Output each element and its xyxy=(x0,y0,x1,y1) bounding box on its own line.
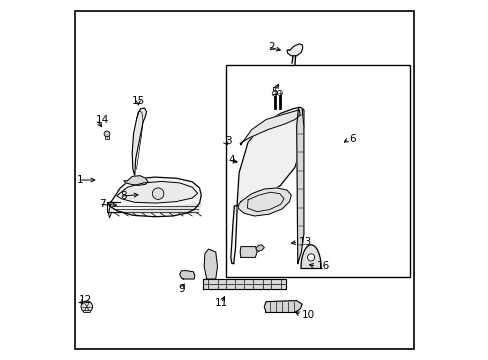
Polygon shape xyxy=(238,188,291,216)
Text: 7: 7 xyxy=(99,199,105,210)
Circle shape xyxy=(272,91,277,96)
Polygon shape xyxy=(132,108,146,176)
Bar xyxy=(104,136,109,139)
Polygon shape xyxy=(301,245,321,268)
Circle shape xyxy=(307,254,314,261)
Polygon shape xyxy=(256,245,264,251)
Polygon shape xyxy=(230,107,303,264)
Circle shape xyxy=(104,131,110,137)
Text: 9: 9 xyxy=(178,284,184,294)
Text: 5: 5 xyxy=(270,87,277,97)
Polygon shape xyxy=(117,181,197,203)
Polygon shape xyxy=(108,177,201,217)
Polygon shape xyxy=(123,176,148,185)
Polygon shape xyxy=(286,44,302,56)
Circle shape xyxy=(152,188,163,199)
Text: 13: 13 xyxy=(298,237,311,247)
Bar xyxy=(83,310,90,312)
Polygon shape xyxy=(264,301,302,312)
Polygon shape xyxy=(204,249,217,279)
Polygon shape xyxy=(296,107,303,264)
Circle shape xyxy=(277,90,282,95)
Text: 1: 1 xyxy=(77,175,83,185)
Bar xyxy=(226,65,409,277)
Polygon shape xyxy=(179,271,194,279)
Text: 2: 2 xyxy=(267,42,274,52)
Text: 11: 11 xyxy=(214,298,227,308)
Text: 12: 12 xyxy=(79,294,92,305)
Text: 4: 4 xyxy=(228,155,235,165)
Polygon shape xyxy=(108,202,201,213)
Text: 15: 15 xyxy=(131,96,144,106)
Text: 6: 6 xyxy=(348,134,355,144)
Polygon shape xyxy=(240,110,300,145)
Text: 8: 8 xyxy=(120,191,127,201)
Text: 3: 3 xyxy=(224,136,231,146)
Circle shape xyxy=(81,301,92,312)
Text: 14: 14 xyxy=(96,114,109,125)
Polygon shape xyxy=(203,279,285,289)
Text: 10: 10 xyxy=(301,310,314,320)
Text: 16: 16 xyxy=(316,261,329,271)
Polygon shape xyxy=(240,247,257,257)
